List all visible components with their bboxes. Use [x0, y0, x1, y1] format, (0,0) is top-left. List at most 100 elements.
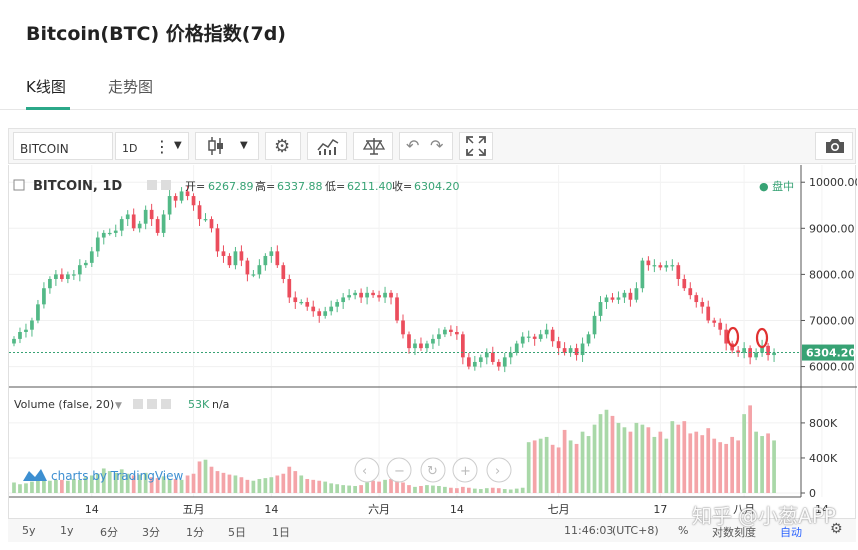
volume-bar: [718, 442, 723, 493]
branding-text: charts by TradingView: [51, 469, 183, 483]
clock-time: 11:46:03: [564, 524, 614, 537]
auto-scale-toggle[interactable]: 自动: [780, 526, 802, 539]
range-1d[interactable]: 1日: [272, 526, 290, 539]
timezone[interactable]: (UTC+8): [612, 524, 659, 537]
fullscreen-button[interactable]: [459, 132, 493, 160]
volume-extra: n/a: [212, 398, 229, 411]
indicators-button[interactable]: [307, 132, 347, 160]
volume-bar: [101, 468, 106, 493]
volume-bar: [622, 427, 627, 493]
candle-body: [538, 334, 543, 339]
candle-body: [359, 292, 363, 298]
volume-bar: [42, 478, 46, 493]
range-5d[interactable]: 5日: [228, 526, 246, 539]
candle-body: [155, 219, 160, 233]
range-6m[interactable]: 6分: [100, 526, 118, 539]
settings-small-icon[interactable]: [161, 180, 171, 190]
reset-button[interactable]: [420, 457, 446, 483]
tab-bar: K线图 走势图: [0, 62, 858, 110]
volume-bar: [688, 433, 693, 493]
candle-body: [718, 322, 723, 330]
candles-icon: [208, 137, 223, 155]
volume-bar: [155, 478, 160, 493]
symbol-input[interactable]: BITCOIN: [13, 132, 113, 160]
candle-body: [221, 251, 226, 256]
volume-bar: [60, 479, 64, 493]
volume-bar: [437, 485, 441, 493]
page-title: Bitcoin(BTC) 价格指数(7d): [26, 23, 286, 45]
candle-body: [712, 320, 717, 323]
range-3m[interactable]: 3分: [142, 526, 160, 539]
grid-lines: [9, 165, 823, 497]
volume-bar: [227, 474, 232, 493]
collapse-icon[interactable]: [13, 179, 25, 191]
compare-button[interactable]: [353, 132, 393, 160]
price-tick-label: 6000.00: [809, 361, 855, 374]
volume-bar: [532, 440, 537, 493]
candle-body: [149, 209, 154, 220]
candle-body: [443, 329, 447, 335]
visibility-icon[interactable]: [133, 399, 143, 409]
tradingview-branding[interactable]: charts by TradingView: [23, 469, 183, 483]
candle-body: [610, 297, 615, 300]
candle-body: [742, 348, 746, 353]
snapshot-button[interactable]: [815, 132, 853, 160]
tab-kline[interactable]: K线图: [26, 78, 66, 96]
candle-body: [48, 279, 52, 289]
interval-select[interactable]: 1D ⋮ ▼: [115, 132, 189, 160]
redo-icon[interactable]: ↷: [430, 136, 444, 155]
volume-bar: [472, 488, 477, 493]
candle-body: [478, 357, 483, 362]
chart-type-button[interactable]: ▼: [195, 132, 259, 160]
volume-value: 53K: [188, 398, 210, 411]
volume-legend: Volume (false, 20) ▼ 53K n/a: [14, 398, 229, 411]
candle-body: [42, 288, 46, 305]
scroll-right-button[interactable]: [486, 457, 512, 483]
candle-body: [395, 297, 399, 321]
legend-high: 6337.88: [277, 180, 323, 193]
candle-body: [341, 297, 346, 303]
candle-body: [275, 251, 280, 266]
percent-toggle[interactable]: %: [678, 524, 689, 537]
candle-body: [760, 345, 764, 353]
volume-bar: [293, 471, 298, 493]
plus-icon: +: [460, 464, 471, 479]
undo-icon[interactable]: ↶: [406, 136, 420, 155]
tab-trend[interactable]: 走势图: [108, 78, 154, 96]
range-1m[interactable]: 1分: [186, 526, 204, 539]
volume-bar: [478, 489, 483, 493]
volume-bar: [395, 480, 399, 493]
volume-bar: [197, 461, 202, 493]
chart-area[interactable]: 10000.00 9000.00 8000.00 7000.00 6000.00 800K…: [8, 165, 858, 525]
close-icon[interactable]: [161, 399, 171, 409]
time-tick-label: 17: [653, 503, 667, 516]
range-1y[interactable]: 1y: [60, 524, 74, 537]
settings-small-icon[interactable]: [147, 399, 157, 409]
candle-body: [532, 336, 537, 339]
volume-bar: [95, 473, 100, 493]
gear-icon[interactable]: ⚙: [830, 521, 843, 537]
gear-icon: ⚙: [274, 136, 291, 157]
volume-bar: [221, 472, 226, 493]
scroll-left-button[interactable]: [354, 457, 380, 483]
chevron-down-icon[interactable]: ▼: [115, 401, 122, 411]
candle-body: [215, 228, 220, 252]
settings-button[interactable]: ⚙: [265, 132, 301, 160]
zoom-out-button[interactable]: [386, 457, 412, 483]
candle-body: [36, 304, 40, 321]
volume-bar: [562, 429, 567, 493]
candle-body: [311, 306, 316, 312]
range-5y[interactable]: 5y: [22, 524, 36, 537]
candle-body: [592, 315, 597, 335]
volume-bar: [730, 436, 735, 493]
candle-body: [640, 260, 645, 289]
btc-candlestick-chart[interactable]: 10000.00 9000.00 8000.00 7000.00 6000.00 800K…: [9, 165, 858, 525]
candle-body: [83, 262, 88, 266]
candle-body: [389, 292, 393, 298]
visibility-icon[interactable]: [147, 180, 157, 190]
candle-body: [520, 336, 525, 344]
zoom-in-button[interactable]: [452, 457, 478, 483]
volume-bar: [568, 440, 573, 493]
candle-body: [419, 343, 423, 349]
log-scale-toggle[interactable]: 对数刻度: [712, 526, 756, 539]
